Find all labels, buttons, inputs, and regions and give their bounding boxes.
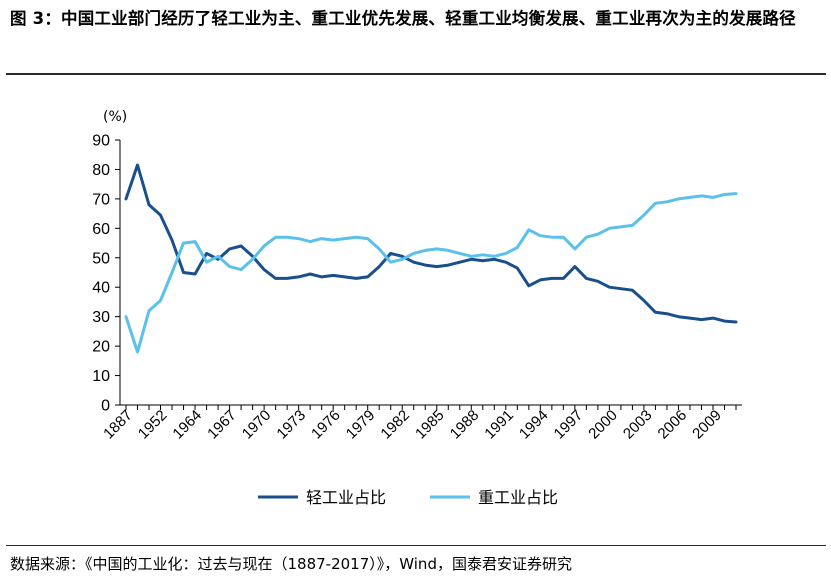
y-tick-label: 60 xyxy=(92,221,110,238)
x-tick-label: 2009 xyxy=(689,407,725,443)
x-tick-label: 2006 xyxy=(655,407,691,443)
y-tick-label: 50 xyxy=(92,250,110,267)
x-tick-label: 2003 xyxy=(620,407,656,443)
y-unit-label: (%) xyxy=(103,109,127,125)
y-tick-label: 90 xyxy=(92,133,110,150)
y-tick-label: 70 xyxy=(92,191,110,208)
y-tick-label: 30 xyxy=(92,309,110,326)
x-tick-label: 1988 xyxy=(447,407,483,443)
x-tick-label: 1970 xyxy=(239,407,275,443)
bottom-divider xyxy=(6,545,826,546)
figure-title: 图 3：中国工业部门经历了轻工业为主、重工业优先发展、轻重工业均衡发展、重工业再… xyxy=(10,9,796,28)
source-note: 数据来源：《中国的工业化：过去与现在（1887-2017）》，Wind，国泰君安… xyxy=(10,555,572,573)
x-tick-label: 1967 xyxy=(204,407,240,443)
y-tick-label: 10 xyxy=(92,368,110,385)
legend: 轻工业占比 重工业占比 xyxy=(258,488,558,507)
series-line-light-industry xyxy=(124,163,738,324)
x-axis: 1887 1952 1964 1967 1970 1973 1976 1979 1982 1985… xyxy=(100,404,742,443)
legend-label-heavy-industry: 重工业占比 xyxy=(478,488,558,507)
y-tick-label: 80 xyxy=(92,162,110,179)
legend-label-light-industry: 轻工业占比 xyxy=(306,488,386,507)
x-tick-label: 1976 xyxy=(308,407,344,443)
x-tick-label: 1973 xyxy=(273,407,309,443)
x-tick-label: 1991 xyxy=(481,407,517,443)
y-tick-label: 0 xyxy=(101,398,110,415)
x-tick-label: 1997 xyxy=(551,407,587,443)
y-axis: 0 10 20 30 40 50 60 70 80 90 (%) xyxy=(92,109,127,415)
x-tick-label: 1979 xyxy=(343,407,379,443)
series-line-heavy-industry xyxy=(124,192,738,354)
x-tick-label: 1952 xyxy=(135,407,171,443)
x-tick-label: 2000 xyxy=(585,407,621,443)
y-tick-label: 20 xyxy=(92,339,110,356)
x-tick-label: 1964 xyxy=(170,407,206,443)
plot-area xyxy=(124,163,738,354)
x-tick-label: 1994 xyxy=(516,407,552,443)
x-tick-label: 1982 xyxy=(377,407,413,443)
top-divider xyxy=(6,73,826,75)
x-tick-label: 1985 xyxy=(412,407,448,443)
y-tick-label: 40 xyxy=(92,280,110,297)
line-chart: 0 10 20 30 40 50 60 70 80 90 (%) 1887 1952 1964 1967 1… xyxy=(92,109,742,507)
